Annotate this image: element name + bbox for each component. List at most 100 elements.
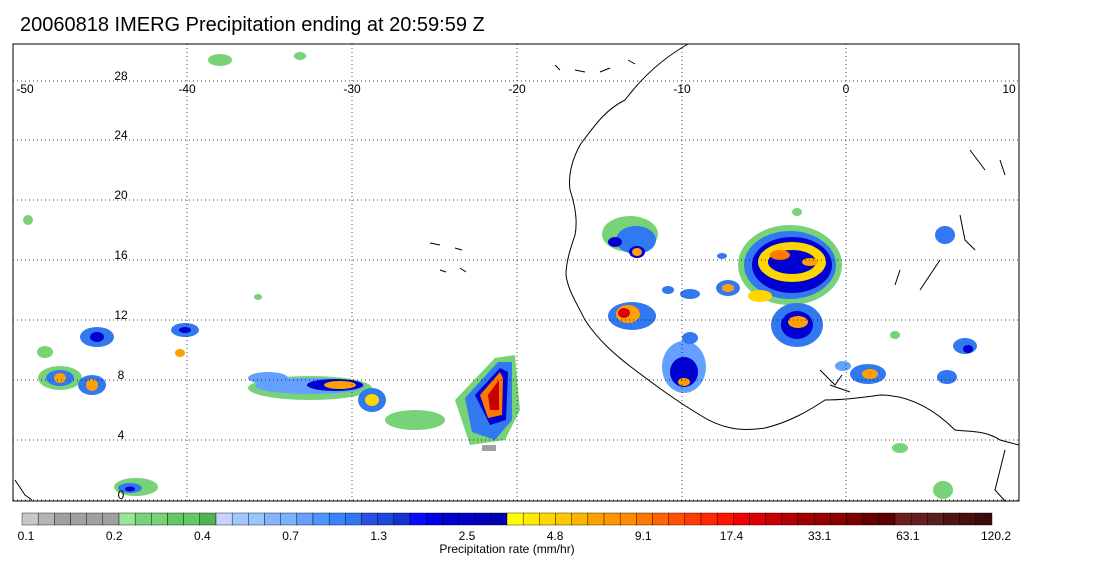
color-bar-swatch [134,512,152,526]
color-bar-swatch [264,512,281,526]
color-bar-swatch [312,512,330,526]
color-bar-swatch [442,512,459,526]
atlantic-rain-band [248,372,445,430]
lon-tick-label: 10 [1002,82,1016,96]
color-bar-swatch [830,512,847,526]
color-bar-swatch [118,512,136,526]
color-bar-swatch [377,512,395,526]
color-bar-swatch [684,512,702,526]
storm-near-20w [455,355,520,451]
color-bar-swatch [878,512,896,526]
color-bar-swatch [167,512,184,526]
color-bar-swatch [539,512,556,526]
precipitation-field [23,52,977,499]
color-bar-swatch [183,512,201,526]
color-bar-swatch [474,512,492,526]
color-bar-swatch [21,512,39,526]
color-bar-swatch [571,512,589,526]
color-bar-swatch [506,512,524,526]
legend-tick-label: 63.1 [896,529,920,543]
color-bar-swatch [328,512,346,526]
color-bar-swatch [248,512,265,526]
legend-tick-label: 0.7 [282,529,299,543]
color-bar-swatch [813,512,831,526]
lat-tick-label: 28 [114,69,128,83]
legend-tick-label: 33.1 [807,529,832,543]
color-bar-swatch [975,512,993,526]
color-bar-swatch [458,512,475,526]
color-bar [21,512,993,526]
map-frame [12,43,1020,502]
color-bar-swatch [86,512,104,526]
color-bar-swatch [151,512,168,526]
color-bar-swatch [54,512,71,526]
lat-tick-label: 0 [118,488,125,502]
color-bar-swatch [910,512,928,526]
color-bar-swatch [765,512,783,526]
color-bar-swatch [716,512,734,526]
legend-tick-label: 0.1 [17,529,35,543]
legend-tick-label: 0.2 [105,529,123,543]
lon-tick-labels: -50 -40 -30 -20 -10 0 10 [16,82,1016,96]
lat-tick-label: 12 [114,308,128,322]
color-bar-swatch [522,512,540,526]
color-bar-swatch [199,512,217,526]
western-cells [23,52,306,496]
color-bar-swatch [603,512,621,526]
legend-tick-label: 1.3 [370,529,388,543]
color-bar-swatch [862,512,880,526]
color-bar-swatch [749,512,766,526]
lon-tick-label: -50 [16,82,34,96]
large-mcs [716,208,842,347]
color-bar-swatch [70,512,87,526]
color-bar-swatch [781,512,799,526]
color-bar-swatch [846,512,863,526]
color-bar-swatch [231,512,249,526]
color-bar-swatch [636,512,653,526]
color-bar-swatch [927,512,944,526]
lat-tick-label: 24 [114,128,128,142]
legend-title: Precipitation rate (mm/hr) [439,542,575,556]
color-bar-swatch [587,512,605,526]
lon-tick-label: -30 [343,82,361,96]
color-bar-swatch [959,512,977,526]
west-africa-storms [602,216,706,393]
coastline [14,43,1020,502]
color-bar-swatch [619,512,637,526]
color-bar-swatch [490,512,508,526]
legend-tick-label: 17.4 [719,529,744,543]
map-title: 20060818 IMERG Precipitation ending at 2… [20,14,485,36]
color-bar-swatch [700,512,718,526]
legend-tick-label: 2.5 [458,529,476,543]
color-bar-swatch [733,512,750,526]
color-bar-swatch [280,512,298,526]
color-bar-swatch [361,512,378,526]
lon-tick-label: 0 [843,82,850,96]
color-bar-swatch [215,512,233,526]
color-bar-swatch [296,512,314,526]
legend-tick-label: 9.1 [634,529,652,543]
eastern-cells [662,226,977,499]
color-bar-swatch [425,512,443,526]
lat-tick-label: 4 [118,428,125,442]
color-bar-swatch [894,512,912,526]
lat-tick-label: 8 [118,368,125,382]
color-bar-swatch [668,512,686,526]
lat-tick-label: 16 [114,248,128,262]
lon-tick-label: -20 [508,82,526,96]
legend-tick-label: 4.8 [546,529,564,543]
lat-tick-label: 20 [114,188,128,202]
graticule [13,44,1019,501]
color-bar-swatch [345,512,362,526]
color-bar-swatch [652,512,669,526]
legend-tick-label: 0.4 [194,529,211,543]
lat-tick-labels: 28 24 20 16 12 8 4 0 [114,69,128,502]
color-bar-swatch [797,512,815,526]
color-bar-swatch [102,512,120,526]
color-bar-swatch [393,512,411,526]
lon-tick-label: -10 [673,82,691,96]
lon-tick-label: -40 [178,82,196,96]
color-bar-swatch [555,512,572,526]
color-bar-swatch [37,512,55,526]
